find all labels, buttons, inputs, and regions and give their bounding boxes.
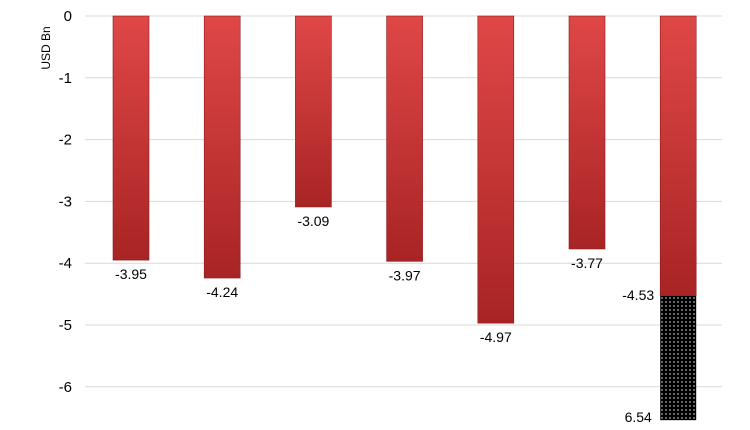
bar-value-label: -4.97	[480, 329, 512, 345]
bar-value-label: -3.09	[297, 213, 329, 229]
y-tick-label: -4	[59, 255, 72, 272]
bar	[386, 15, 423, 262]
y-tick-label: -5	[59, 317, 72, 334]
bar	[295, 15, 332, 208]
bar	[568, 15, 606, 250]
y-axis-title: USD Bn	[39, 26, 53, 69]
bars	[112, 15, 697, 421]
bar	[203, 15, 241, 279]
data-labels: -3.95 -4.24 -3.09 -3.97 -4.97 -3.77 -4.53 6.54	[115, 213, 654, 425]
y-tick-label: -3	[59, 193, 72, 210]
stacked-segment-label: 6.54	[625, 409, 652, 425]
bar	[477, 15, 515, 324]
y-tick-label: -1	[59, 70, 72, 87]
bar-value-label: -4.53	[622, 287, 654, 303]
y-axis-ticks: 0 -1 -2 -3 -4 -5 -6	[59, 8, 72, 396]
y-tick-label: -6	[59, 379, 72, 396]
y-tick-label: 0	[64, 8, 72, 25]
bar	[112, 15, 150, 261]
y-tick-label: -2	[59, 132, 72, 149]
bar-value-label: -3.77	[571, 255, 603, 271]
bar-value-label: -4.24	[206, 284, 238, 300]
bar	[659, 15, 697, 297]
bar-value-label: -3.95	[115, 266, 147, 282]
stacked-segment-bar	[660, 295, 697, 421]
bar-value-label: -3.97	[389, 267, 421, 283]
